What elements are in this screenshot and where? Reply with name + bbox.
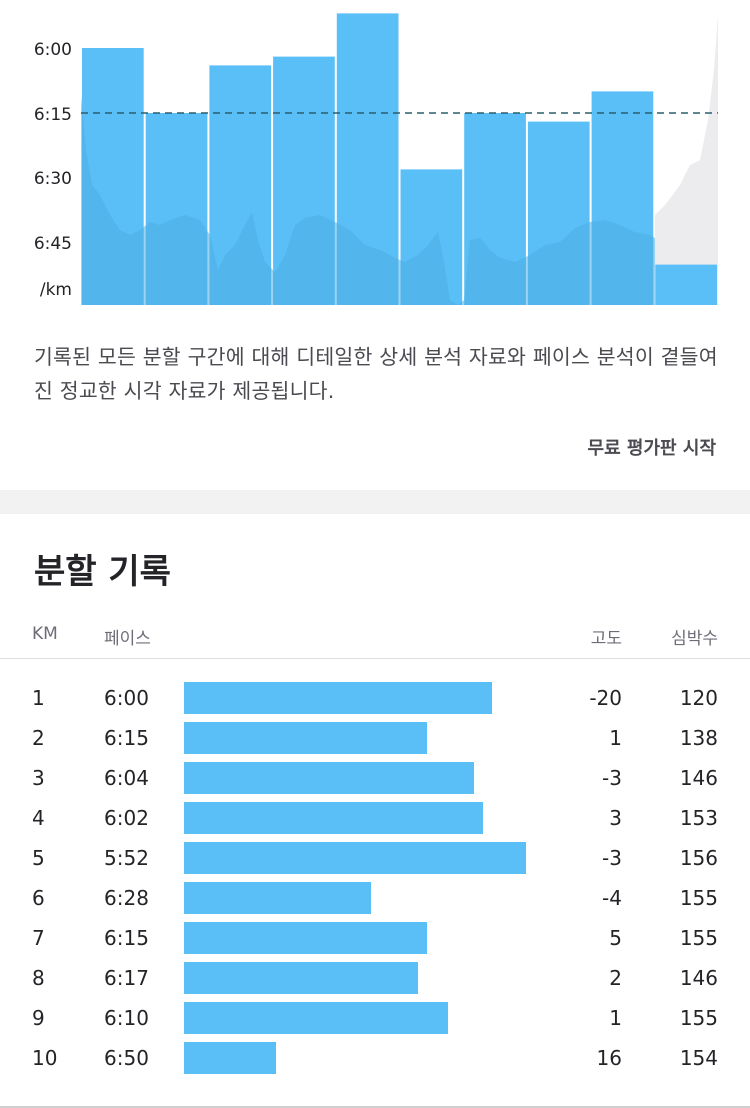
split-pace-bar	[184, 842, 526, 874]
split-pace: 6:15	[104, 926, 149, 950]
split-pace-bar	[184, 962, 418, 994]
split-pace: 6:00	[104, 686, 149, 710]
split-heart-rate: 146	[679, 766, 718, 790]
pace-chart-svg	[81, 13, 718, 306]
pace-bar	[655, 264, 717, 305]
split-km: 6	[32, 886, 45, 910]
split-heart-rate: 146	[679, 966, 718, 990]
split-elevation: -3	[602, 766, 622, 790]
split-pace-bar	[184, 802, 483, 834]
splits-table-header: KM 페이스 고도 심박수	[0, 622, 750, 659]
split-elevation: 16	[596, 1046, 622, 1070]
start-free-trial-link[interactable]: 무료 평가판 시작	[587, 438, 716, 459]
elevation-area	[81, 95, 655, 305]
split-pace-bar	[184, 1042, 276, 1074]
split-km: 3	[32, 766, 45, 790]
y-tick-label: 6:15	[33, 105, 72, 125]
split-elevation: -3	[602, 846, 622, 870]
y-tick-label: 6:30	[33, 169, 72, 189]
split-km: 5	[32, 846, 45, 870]
split-km: 8	[32, 966, 45, 990]
split-row: 6 6:28 -4 155	[0, 878, 750, 918]
split-elevation: -20	[589, 686, 622, 710]
split-pace-bar	[184, 1002, 448, 1034]
split-elevation: 2	[609, 966, 622, 990]
split-elevation: 5	[609, 926, 622, 950]
split-heart-rate: 155	[679, 886, 718, 910]
y-tick-label: 6:00	[33, 40, 72, 60]
split-row: 5 5:52 -3 156	[0, 838, 750, 878]
header-heart-rate: 심박수	[671, 629, 718, 649]
split-pace: 6:17	[104, 966, 149, 990]
bottom-divider	[0, 1106, 750, 1108]
split-heart-rate: 154	[679, 1046, 718, 1070]
split-km: 7	[32, 926, 45, 950]
split-heart-rate: 138	[679, 726, 718, 750]
y-tick-label: 6:45	[33, 234, 72, 254]
pace-chart: 6:00 6:15 6:30 6:45 /km	[0, 0, 750, 320]
split-row: 10 6:50 16 154	[0, 1038, 750, 1078]
split-pace: 6:28	[104, 886, 149, 910]
split-heart-rate: 155	[679, 926, 718, 950]
split-heart-rate: 156	[679, 846, 718, 870]
split-pace: 5:52	[104, 846, 149, 870]
splits-card: 분할 기록 KM 페이스 고도 심박수 1 6:00 -20 120 2 6:15 1 138…	[0, 514, 750, 1108]
split-row: 8 6:17 2 146	[0, 958, 750, 998]
split-pace-bar	[184, 722, 427, 754]
split-pace-bar	[184, 762, 474, 794]
header-km: KM	[32, 624, 58, 644]
header-elevation: 고도	[590, 629, 622, 649]
split-km: 1	[32, 686, 45, 710]
split-km: 4	[32, 806, 45, 830]
split-row: 7 6:15 5 155	[0, 918, 750, 958]
split-elevation: -4	[602, 886, 622, 910]
y-axis-unit: /km	[39, 280, 72, 300]
split-km: 2	[32, 726, 45, 750]
split-pace: 6:10	[104, 1006, 149, 1030]
split-row: 9 6:10 1 155	[0, 998, 750, 1038]
split-pace: 6:15	[104, 726, 149, 750]
split-km: 10	[32, 1046, 58, 1070]
split-heart-rate: 155	[679, 1006, 718, 1030]
split-pace: 6:50	[104, 1046, 149, 1070]
split-pace: 6:02	[104, 806, 149, 830]
split-elevation: 1	[609, 726, 622, 750]
splits-title: 분할 기록	[34, 552, 171, 592]
split-row: 2 6:15 1 138	[0, 718, 750, 758]
header-pace: 페이스	[104, 629, 151, 649]
split-heart-rate: 120	[679, 686, 718, 710]
pace-chart-card: 6:00 6:15 6:30 6:45 /km 기록된 모든 분할 구간에 대해…	[0, 0, 750, 490]
split-pace-bar	[184, 922, 427, 954]
split-km: 9	[32, 1006, 45, 1030]
split-elevation: 1	[609, 1006, 622, 1030]
trailing-elevation-area	[655, 15, 718, 305]
split-row: 1 6:00 -20 120	[0, 678, 750, 718]
split-pace-bar	[184, 682, 492, 714]
split-row: 3 6:04 -3 146	[0, 758, 750, 798]
split-pace: 6:04	[104, 766, 149, 790]
split-row: 4 6:02 3 153	[0, 798, 750, 838]
premium-description: 기록된 모든 분할 구간에 대해 디테일한 상세 분석 자료와 페이스 분석이 …	[34, 345, 718, 403]
split-pace-bar	[184, 882, 371, 914]
split-elevation: 3	[609, 806, 622, 830]
split-heart-rate: 153	[679, 806, 718, 830]
